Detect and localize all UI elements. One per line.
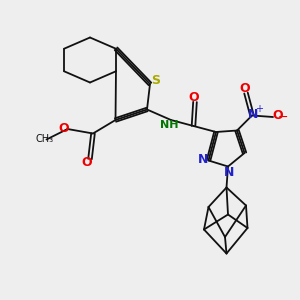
Text: S: S xyxy=(151,74,160,88)
Text: CH₃: CH₃ xyxy=(36,134,54,145)
Text: +: + xyxy=(255,104,262,115)
Text: O: O xyxy=(239,82,250,95)
Text: N: N xyxy=(198,153,208,167)
Text: NH: NH xyxy=(160,120,179,130)
Text: O: O xyxy=(58,122,69,135)
Text: N: N xyxy=(248,108,258,121)
Text: O: O xyxy=(272,109,283,122)
Text: −: − xyxy=(278,111,289,124)
Text: O: O xyxy=(81,155,92,169)
Text: N: N xyxy=(224,166,234,179)
Text: O: O xyxy=(188,91,199,104)
